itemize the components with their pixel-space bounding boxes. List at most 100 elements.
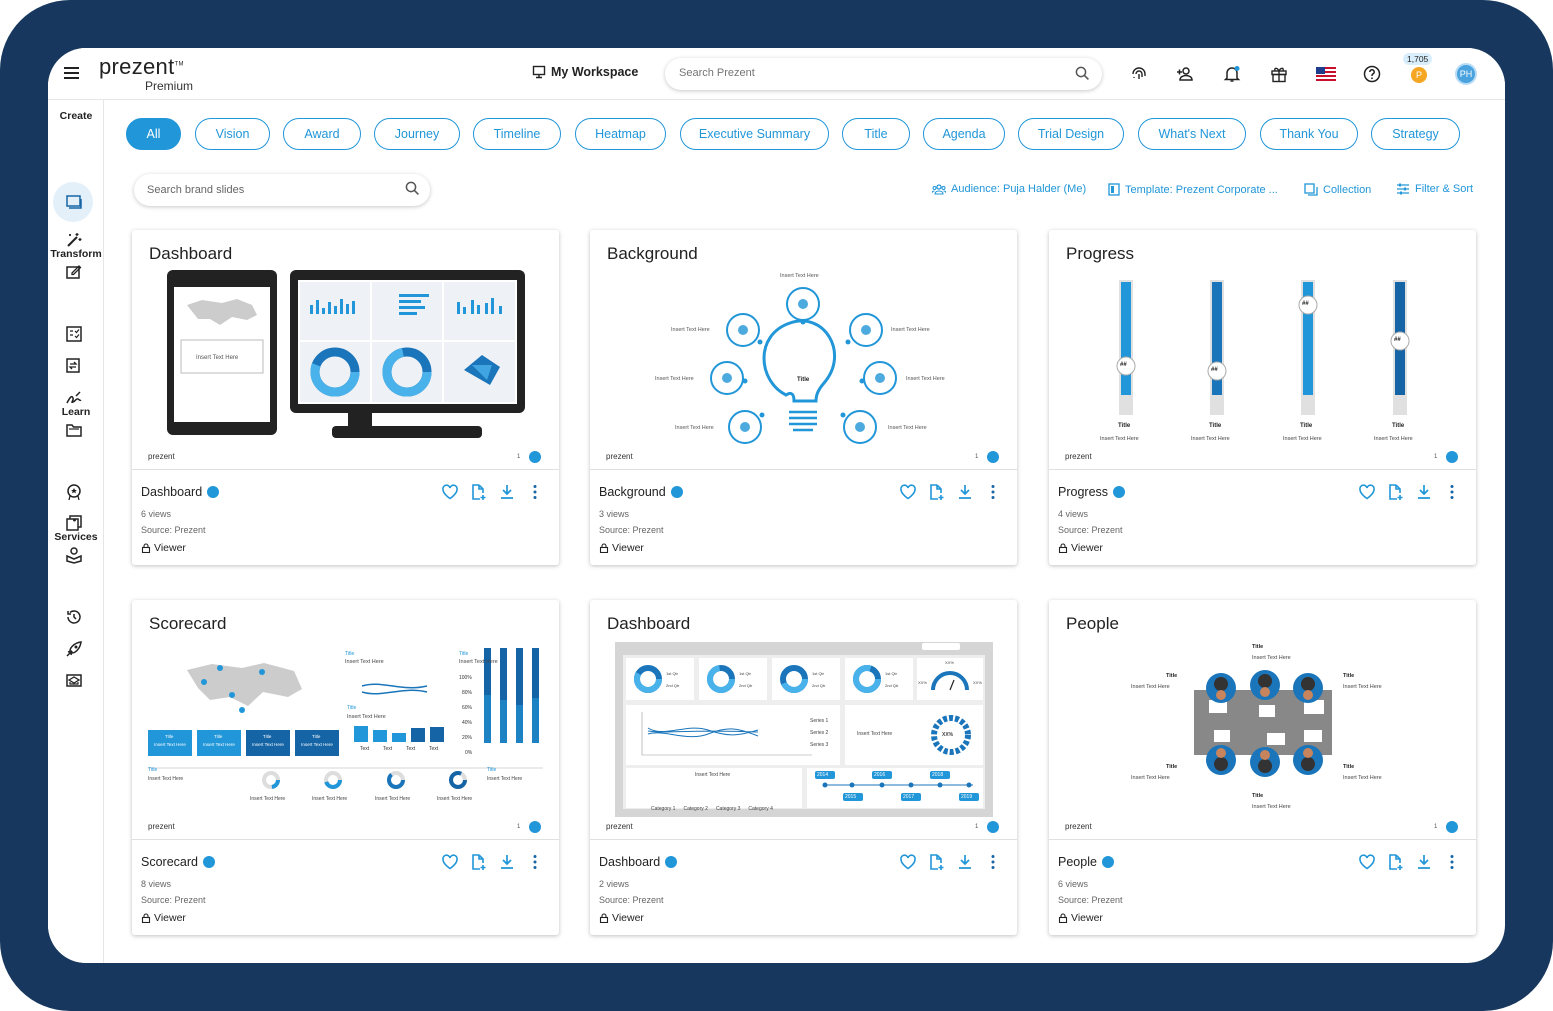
download-icon[interactable] [956, 853, 974, 871]
chip-agenda[interactable]: Agenda [923, 118, 1005, 150]
view-count: 6 views [1058, 879, 1089, 889]
training-icon[interactable] [65, 671, 83, 689]
collection-button[interactable]: Collection [1304, 183, 1371, 196]
slide-card[interactable]: Insert Text Here Insert Text Here Insert… [590, 230, 1017, 565]
placeholder-text: Insert Text Here [1131, 775, 1170, 781]
add-user-icon[interactable] [1176, 65, 1194, 83]
slide-thumbnail[interactable]: Title Insert Text Here Title Insert Text… [1049, 600, 1476, 840]
slide-thumbnail[interactable]: Title Insert Text Here Title Insert Text… [132, 600, 559, 840]
chip-timeline[interactable]: Timeline [473, 118, 561, 150]
avatar[interactable]: PH [1455, 63, 1477, 85]
slide-thumbnail[interactable]: Insert Text Here Insert Text Here Insert… [590, 230, 1017, 470]
history-icon[interactable] [65, 608, 83, 626]
add-to-collection-icon[interactable] [469, 853, 487, 871]
slides-library-icon[interactable] [65, 193, 83, 211]
slide-thumbnail[interactable]: 1st Qtr 2nd Qtr 1st Qtr 2nd Qtr 1st Qtr … [590, 600, 1017, 840]
learning-cards-icon[interactable] [65, 514, 83, 532]
fingerprint-icon[interactable] [1130, 65, 1148, 83]
coin-icon[interactable]: P [1411, 67, 1427, 83]
chip-journey[interactable]: Journey [374, 118, 460, 150]
filter-sort-button[interactable]: Filter & Sort [1396, 183, 1473, 195]
chip-strategy[interactable]: Strategy [1371, 118, 1460, 150]
folder-icon[interactable] [65, 421, 83, 439]
course-icon[interactable] [65, 546, 83, 564]
checklist-icon[interactable] [65, 325, 83, 343]
download-icon[interactable] [498, 853, 516, 871]
slide-card[interactable]: Insert Text Here Dashboard prezent 1 Das… [132, 230, 559, 565]
card-title[interactable]: People [1058, 855, 1114, 869]
download-icon[interactable] [1415, 853, 1433, 871]
more-options-icon[interactable] [984, 483, 1002, 501]
chip-whats-next[interactable]: What's Next [1138, 118, 1246, 150]
template-selector[interactable]: Template: Prezent Corporate ... [1108, 183, 1278, 196]
add-to-collection-icon[interactable] [927, 483, 945, 501]
favorite-heart-icon[interactable] [1358, 853, 1376, 871]
magic-wand-icon[interactable] [65, 231, 83, 249]
slide-card[interactable]: Title Insert Text Here Title Insert Text… [132, 600, 559, 935]
card-title[interactable]: Dashboard [141, 485, 220, 499]
brand-slides-search[interactable]: Search brand slides [134, 174, 430, 206]
add-to-collection-icon[interactable] [927, 853, 945, 871]
my-workspace-button[interactable]: My Workspace [532, 65, 638, 79]
slide-card[interactable]: 1st Qtr 2nd Qtr 1st Qtr 2nd Qtr 1st Qtr … [590, 600, 1017, 935]
favorite-heart-icon[interactable] [899, 483, 917, 501]
global-search[interactable] [665, 58, 1102, 90]
help-icon[interactable] [1363, 65, 1381, 83]
global-search-input[interactable] [679, 67, 1059, 79]
card-title[interactable]: Background [599, 485, 683, 499]
add-to-collection-icon[interactable] [1386, 483, 1404, 501]
convert-icon[interactable] [65, 357, 83, 375]
filter-label: Filter & Sort [1415, 183, 1474, 195]
favorite-heart-icon[interactable] [441, 853, 459, 871]
more-options-icon[interactable] [1443, 483, 1461, 501]
edit-document-icon[interactable] [65, 263, 83, 281]
chip-title[interactable]: Title [842, 118, 910, 150]
slide-thumbnail[interactable]: Insert Text Here Dashboard prezent 1 [132, 230, 559, 470]
add-to-collection-icon[interactable] [469, 483, 487, 501]
download-icon[interactable] [1415, 483, 1433, 501]
slide-card[interactable]: Title Insert Text Here Title Insert Text… [1049, 600, 1476, 935]
signature-icon[interactable] [65, 389, 83, 407]
favorite-heart-icon[interactable] [441, 483, 459, 501]
card-title[interactable]: Dashboard [599, 855, 678, 869]
chip-award[interactable]: Award [283, 118, 361, 150]
placeholder-text: Insert Text Here [1374, 436, 1413, 442]
card-title[interactable]: Scorecard [141, 855, 215, 869]
chip-executive-summary[interactable]: Executive Summary [680, 118, 829, 150]
menu-icon[interactable] [64, 67, 79, 79]
chip-thank-you[interactable]: Thank You [1260, 118, 1358, 150]
slide-card[interactable]: ## ## ## ## Title Title Title Title Inse… [1049, 230, 1476, 565]
card-title[interactable]: Progress [1058, 485, 1126, 499]
search-icon[interactable] [405, 181, 420, 196]
chip-trial-design[interactable]: Trial Design [1018, 118, 1124, 150]
chip-vision[interactable]: Vision [195, 118, 270, 150]
axis-tick: 0% [465, 750, 473, 756]
placeholder-text: Insert Text Here [196, 355, 239, 361]
chip-heatmap[interactable]: Heatmap [575, 118, 666, 150]
more-options-icon[interactable] [1443, 853, 1461, 871]
collection-label: Collection [1323, 183, 1372, 196]
badge-icon[interactable] [65, 483, 83, 501]
logo[interactable]: prezentTM [99, 54, 184, 79]
rocket-icon[interactable] [65, 640, 83, 658]
add-to-collection-icon[interactable] [1386, 853, 1404, 871]
chip-all[interactable]: All [126, 118, 181, 150]
search-icon[interactable] [1075, 66, 1090, 81]
us-flag-icon[interactable] [1316, 67, 1336, 81]
download-icon[interactable] [956, 483, 974, 501]
year-label: 2014 [817, 772, 829, 778]
audience-selector[interactable]: Audience: Puja Halder (Me) [932, 183, 1086, 195]
favorite-heart-icon[interactable] [1358, 483, 1376, 501]
notification-bell-icon[interactable] [1223, 65, 1241, 83]
gift-icon[interactable] [1270, 65, 1288, 83]
more-options-icon[interactable] [526, 853, 544, 871]
slide-thumbnail[interactable]: ## ## ## ## Title Title Title Title Inse… [1049, 230, 1476, 470]
prezent-badge-icon [1446, 451, 1458, 463]
axis-tick: 60% [462, 705, 473, 711]
download-icon[interactable] [498, 483, 516, 501]
more-options-icon[interactable] [526, 483, 544, 501]
lock-icon [1058, 913, 1068, 923]
workspace-label: My Workspace [551, 65, 639, 79]
favorite-heart-icon[interactable] [899, 853, 917, 871]
more-options-icon[interactable] [984, 853, 1002, 871]
